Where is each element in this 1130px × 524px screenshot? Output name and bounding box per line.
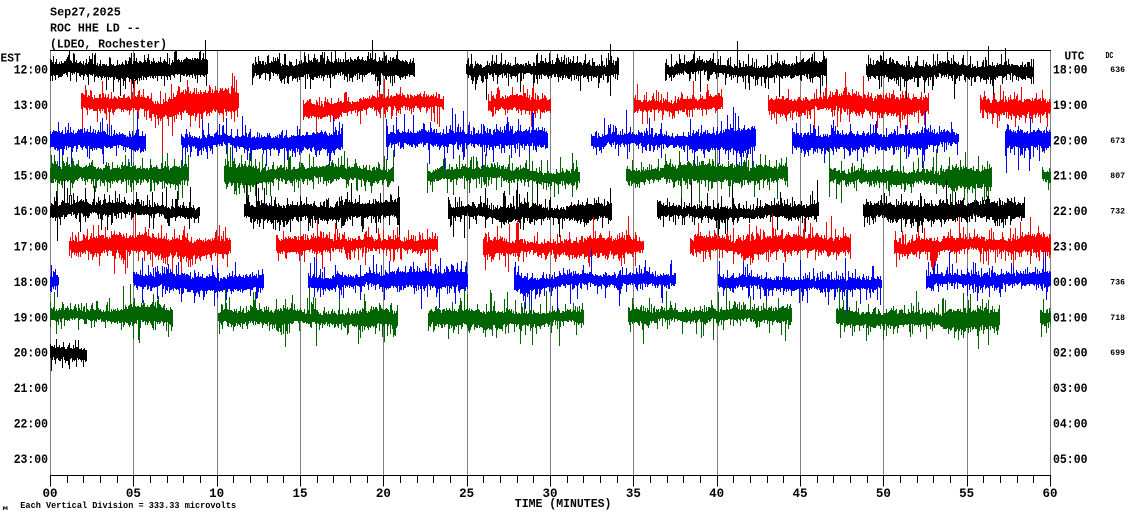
svg-text:00:00: 00:00 bbox=[1053, 275, 1088, 290]
svg-text:23:00: 23:00 bbox=[14, 452, 48, 467]
svg-text:05: 05 bbox=[126, 486, 141, 501]
svg-text:18:00: 18:00 bbox=[14, 275, 48, 290]
svg-text:04:00: 04:00 bbox=[1053, 416, 1088, 431]
svg-text:UTC: UTC bbox=[1065, 50, 1085, 64]
svg-text:23:00: 23:00 bbox=[1053, 240, 1088, 255]
svg-text:40: 40 bbox=[709, 486, 724, 501]
svg-text:14:00: 14:00 bbox=[14, 133, 48, 148]
svg-text:20: 20 bbox=[376, 486, 391, 501]
svg-text:16:00: 16:00 bbox=[14, 204, 48, 219]
svg-text:10: 10 bbox=[209, 486, 224, 501]
svg-text:Sep27,2025: Sep27,2025 bbox=[50, 6, 121, 20]
svg-text:673: 673 bbox=[1110, 136, 1125, 146]
svg-text:18:00: 18:00 bbox=[1053, 63, 1088, 78]
svg-text:19:00: 19:00 bbox=[1053, 98, 1088, 113]
svg-text:22:00: 22:00 bbox=[1053, 204, 1088, 219]
svg-text:20:00: 20:00 bbox=[1053, 133, 1088, 148]
svg-text:807: 807 bbox=[1110, 171, 1125, 181]
svg-text:55: 55 bbox=[959, 486, 974, 501]
svg-text:02:00: 02:00 bbox=[1053, 346, 1088, 361]
svg-text:03:00: 03:00 bbox=[1053, 381, 1088, 396]
svg-text:00: 00 bbox=[43, 486, 58, 501]
svg-text:ROC HHE LD --: ROC HHE LD -- bbox=[50, 22, 141, 36]
svg-text:12:00: 12:00 bbox=[14, 63, 48, 78]
svg-text:15: 15 bbox=[292, 486, 307, 501]
svg-text:05:00: 05:00 bbox=[1053, 452, 1088, 467]
svg-text:60: 60 bbox=[1042, 486, 1057, 501]
svg-text:TIME (MINUTES): TIME (MINUTES) bbox=[515, 498, 612, 511]
svg-text:(LDEO, Rochester): (LDEO, Rochester) bbox=[50, 38, 167, 52]
svg-text:19:00: 19:00 bbox=[14, 310, 48, 325]
svg-text:636: 636 bbox=[1110, 65, 1125, 75]
svg-text:15:00: 15:00 bbox=[14, 169, 48, 184]
svg-text:718: 718 bbox=[1110, 313, 1125, 323]
svg-text:45: 45 bbox=[792, 486, 807, 501]
svg-text:25: 25 bbox=[459, 486, 474, 501]
svg-text:01:00: 01:00 bbox=[1053, 310, 1088, 325]
svg-text:736: 736 bbox=[1110, 277, 1125, 287]
svg-text:20:00: 20:00 bbox=[14, 346, 48, 361]
svg-text:EST: EST bbox=[1, 52, 21, 66]
svg-text:M: M bbox=[3, 505, 10, 512]
svg-text:21:00: 21:00 bbox=[1053, 169, 1088, 184]
svg-text:50: 50 bbox=[876, 486, 891, 501]
svg-text:732: 732 bbox=[1110, 207, 1125, 217]
svg-text:699: 699 bbox=[1110, 348, 1125, 358]
svg-text:13:00: 13:00 bbox=[14, 98, 48, 113]
svg-text:17:00: 17:00 bbox=[14, 240, 48, 255]
svg-text:21:00: 21:00 bbox=[14, 381, 48, 396]
svg-text:DC: DC bbox=[1106, 50, 1114, 61]
svg-text:22:00: 22:00 bbox=[14, 416, 48, 431]
svg-text:Each Vertical Division = 333.: Each Vertical Division = 333.33 microvol… bbox=[20, 500, 236, 511]
svg-text:35: 35 bbox=[626, 486, 641, 501]
svg-text:30: 30 bbox=[542, 486, 557, 501]
